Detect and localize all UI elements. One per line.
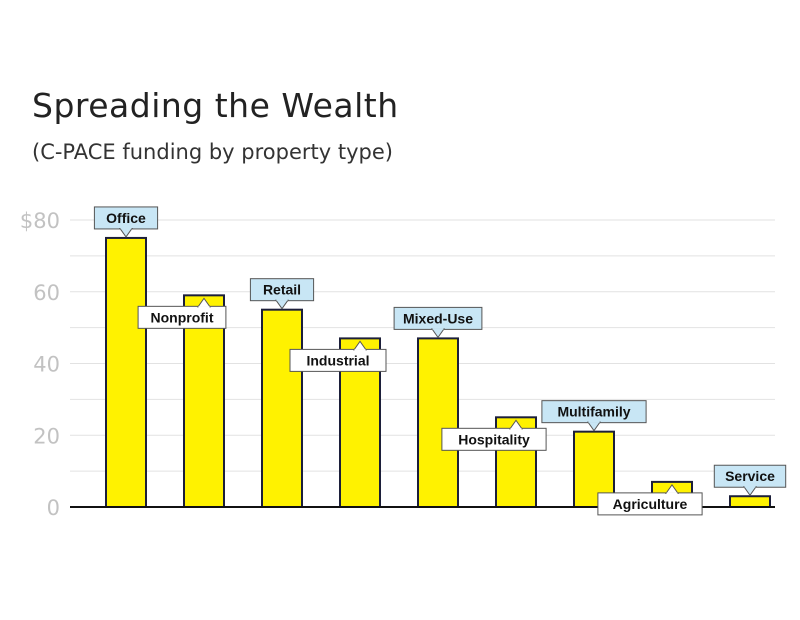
bar-mixed-use: [417, 337, 459, 509]
category-label: Hospitality: [458, 431, 530, 447]
category-label: Office: [106, 210, 146, 226]
category-label: Multifamily: [557, 404, 630, 420]
category-label: Agriculture: [613, 496, 688, 512]
y-tick-label: 60: [33, 281, 60, 305]
category-label: Service: [725, 468, 775, 484]
callout-pointer: [119, 227, 133, 238]
bar-office: [105, 236, 147, 508]
chart-subtitle: (C-PACE funding by property type): [32, 140, 393, 164]
callout-pointer: [587, 421, 601, 432]
callout-pointer: [275, 299, 289, 310]
category-label: Industrial: [306, 352, 369, 368]
y-tick-label: 0: [47, 496, 60, 520]
callout-box: [597, 492, 703, 516]
y-tick-label: $80: [20, 209, 60, 233]
callout-pointer: [743, 486, 757, 497]
chart-title: Spreading the Wealth: [32, 86, 399, 125]
category-label: Mixed-Use: [403, 310, 473, 326]
callout-box: [289, 348, 387, 372]
y-tick-label: 20: [33, 424, 60, 448]
bar-service: [729, 495, 771, 508]
callout-box: [137, 305, 227, 329]
bar-multifamily: [573, 430, 615, 509]
category-label: Nonprofit: [151, 309, 214, 325]
bar-retail: [261, 308, 303, 508]
category-label: Retail: [263, 282, 301, 298]
y-tick-label: 40: [33, 353, 60, 377]
callout-box: [441, 427, 547, 451]
callout-pointer: [431, 328, 445, 339]
